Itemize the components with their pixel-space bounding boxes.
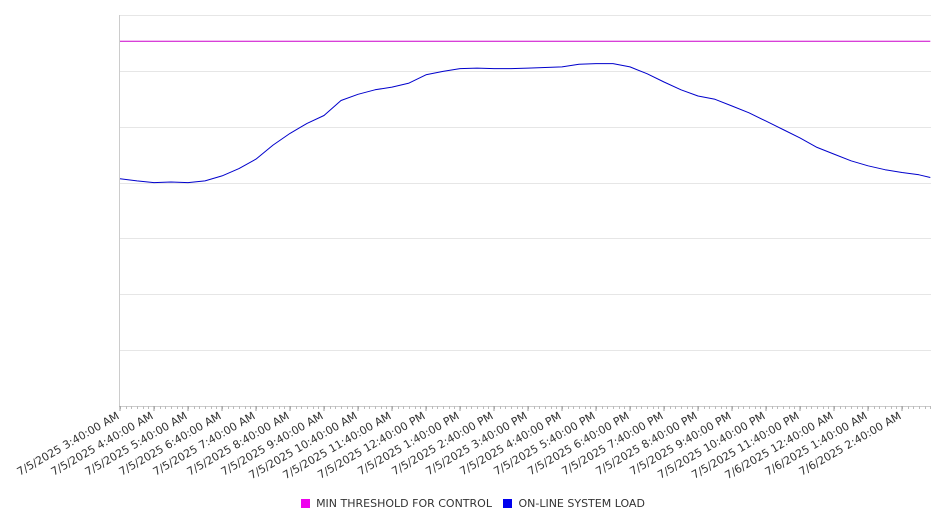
legend-item-system-load[interactable]: ON-LINE SYSTEM LOAD: [503, 497, 645, 510]
series-line-system-load[interactable]: [119, 63, 931, 184]
x-axis-tick-labels: 7/5/2025 3:40:00 AM7/5/2025 4:40:00 AM7/…: [15, 406, 904, 482]
series-layer: [119, 40, 931, 184]
legend-label-system-load: ON-LINE SYSTEM LOAD: [518, 497, 645, 510]
legend-swatch-min-threshold: [301, 499, 311, 508]
legend: MIN THRESHOLD FOR CONTROL ON-LINE SYSTEM…: [0, 497, 946, 511]
legend-item-min-threshold[interactable]: MIN THRESHOLD FOR CONTROL: [301, 497, 492, 510]
grid-lines: [119, 15, 931, 351]
legend-swatch-system-load: [503, 499, 513, 508]
legend-label-min-threshold: MIN THRESHOLD FOR CONTROL: [316, 497, 492, 510]
